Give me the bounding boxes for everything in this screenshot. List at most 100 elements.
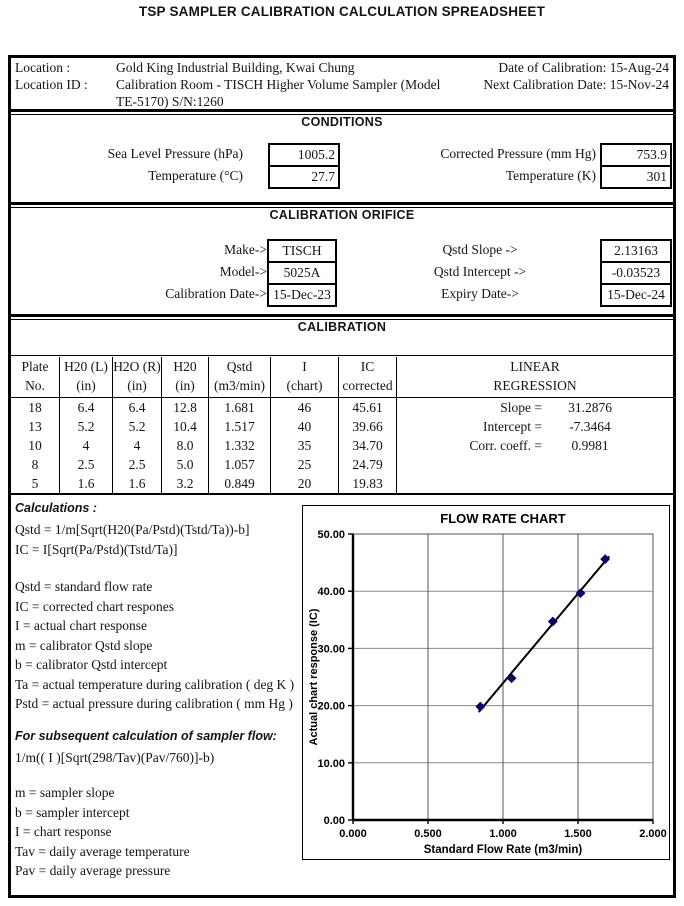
data-point bbox=[575, 588, 586, 599]
y-tick-label: 0.00 bbox=[324, 815, 345, 827]
table-cell: 12.8 bbox=[162, 398, 209, 417]
table-row: 18 6.4 6.4 12.8 1.681 46 45.61 Slope = 31.2876 bbox=[11, 398, 673, 417]
calibration-date-label: Date of Calibration: bbox=[498, 60, 607, 75]
table-header-cell: H20 (L) (in) bbox=[60, 357, 113, 397]
header-line-2: (chart) bbox=[286, 378, 323, 393]
y-tick-label: 10.00 bbox=[317, 758, 345, 770]
table-cell: 6.4 bbox=[113, 398, 162, 417]
table-cell: 19.83 bbox=[339, 474, 397, 493]
header-line-1: LINEAR bbox=[510, 359, 560, 374]
header-line-2: (in) bbox=[127, 378, 147, 393]
regression-entry: Slope = 31.2876 bbox=[397, 398, 673, 417]
spacer bbox=[15, 714, 307, 726]
corrected-pressure-value: 753.9 bbox=[600, 143, 672, 167]
regression-cell bbox=[397, 474, 673, 493]
header-line-1: H20 (L) bbox=[64, 359, 108, 374]
regression-cell: Slope = 31.2876 bbox=[397, 398, 673, 417]
table-cell: 45.61 bbox=[339, 398, 397, 417]
y-tick-label: 20.00 bbox=[317, 701, 345, 713]
table-header-cell: Plate No. bbox=[11, 357, 60, 397]
table-row: 10 4 4 8.0 1.332 35 34.70 Corr. coeff. = 0.9981 bbox=[11, 436, 673, 455]
regression-label: Intercept = bbox=[483, 419, 542, 434]
make-label: Make-> bbox=[224, 242, 267, 257]
regression-cell: Corr. coeff. = 0.9981 bbox=[397, 436, 673, 455]
header-line-2: (in) bbox=[175, 378, 195, 393]
data-point bbox=[600, 554, 611, 565]
table-cell: 3.2 bbox=[162, 474, 209, 493]
chart-title: FLOW RATE CHART bbox=[440, 511, 565, 526]
regression-header-cell: LINEAR REGRESSION bbox=[397, 357, 673, 397]
section-divider bbox=[11, 314, 673, 320]
table-cell: 2.5 bbox=[60, 455, 113, 474]
header-line-2: (in) bbox=[76, 378, 96, 393]
calc-heading-1: Calculations : bbox=[15, 501, 97, 515]
table-cell: 20 bbox=[271, 474, 339, 493]
table-cell: 46 bbox=[271, 398, 339, 417]
regression-cell bbox=[397, 455, 673, 474]
location-row-2: Location ID : Calibration Room - TISCH H… bbox=[15, 76, 669, 93]
x-tick-label: 2.000 bbox=[639, 828, 667, 840]
next-calibration-date: Next Calibration Date: 15-Nov-24 bbox=[483, 76, 669, 93]
document-frame: Location : Gold King Industrial Building… bbox=[8, 55, 676, 898]
section-divider bbox=[11, 109, 673, 115]
header-line-2: (m3/min) bbox=[214, 378, 265, 393]
spacer bbox=[15, 93, 116, 110]
regression-label: Corr. coeff. = bbox=[469, 438, 542, 453]
table-cell: 4 bbox=[60, 436, 113, 455]
table-cell: 5.2 bbox=[60, 417, 113, 436]
table-cell: 18 bbox=[11, 398, 60, 417]
next-calibration-date-value: 15-Nov-24 bbox=[609, 77, 669, 92]
conditions-header: CONDITIONS bbox=[301, 115, 383, 129]
location-id-value: Calibration Room - TISCH Higher Volume S… bbox=[116, 77, 441, 92]
calibration-orifice-header: CALIBRATION ORIFICE bbox=[269, 208, 415, 222]
conditions-right-fields: Corrected Pressure (mm Hg) Temperature (… bbox=[364, 143, 672, 189]
qstd-slope-value: 2.13163 bbox=[600, 239, 672, 263]
x-axis-title: Standard Flow Rate (m3/min) bbox=[424, 844, 583, 856]
table-cell: 13 bbox=[11, 417, 60, 436]
calc-line: Tav = daily average temperature bbox=[15, 843, 190, 859]
temperature-c-value: 27.7 bbox=[268, 165, 340, 189]
table-cell: 1.517 bbox=[209, 417, 271, 436]
regression-cell: Intercept = -7.3464 bbox=[397, 417, 673, 436]
table-header-cell: IC corrected bbox=[339, 357, 397, 397]
table-cell: 35 bbox=[271, 436, 339, 455]
qstd-intercept-value: -0.03523 bbox=[600, 261, 672, 285]
section-divider bbox=[11, 202, 673, 208]
table-cell: 10.4 bbox=[162, 417, 209, 436]
table-cell: 34.70 bbox=[339, 436, 397, 455]
calibration-date-field-value: 15-Dec-23 bbox=[267, 283, 337, 307]
calc-line: m = calibrator Qstd slope bbox=[15, 637, 153, 653]
table-header-cell: H20 (in) bbox=[162, 357, 209, 397]
qstd-intercept-label: Qstd Intercept -> bbox=[433, 264, 527, 279]
regression-entry: Intercept = -7.3464 bbox=[397, 417, 673, 436]
x-tick-label: 1.500 bbox=[564, 828, 592, 840]
regression-value: -7.3464 bbox=[569, 419, 611, 434]
table-cell: 4 bbox=[113, 436, 162, 455]
temperature-k-label: Temperature (K) bbox=[505, 168, 596, 183]
data-point bbox=[506, 673, 517, 684]
calibration-date: Date of Calibration: 15-Aug-24 bbox=[498, 59, 669, 76]
header-line-1: H2O (R) bbox=[113, 359, 161, 374]
table-cell: 8 bbox=[11, 455, 60, 474]
header-line-2: No. bbox=[25, 378, 45, 393]
table-header-cell: Qstd (m3/min) bbox=[209, 357, 271, 397]
conditions-left-fields: Sea Level Pressure (hPa) Temperature (°C… bbox=[11, 143, 340, 189]
location-row-3: TE-5170) S/N:1260 bbox=[15, 93, 669, 110]
y-tick-label: 30.00 bbox=[317, 643, 345, 655]
chart-box: FLOW RATE CHART 0.000 0.500 1.000 1.500 2.000… bbox=[302, 505, 670, 860]
table-header-cell: I (chart) bbox=[271, 357, 339, 397]
table-cell: 39.66 bbox=[339, 417, 397, 436]
calc-line: Pav = daily average pressure bbox=[15, 863, 171, 878]
table-cell: 25 bbox=[271, 455, 339, 474]
sea-level-pressure-label: Sea Level Pressure (hPa) bbox=[107, 146, 243, 161]
spacer bbox=[15, 559, 307, 577]
calc-line: Qstd = standard flow rate bbox=[15, 579, 153, 594]
expiry-date-label: Expiry Date-> bbox=[441, 286, 519, 301]
table-cell: 40 bbox=[271, 417, 339, 436]
location-value: Gold King Industrial Building, Kwai Chun… bbox=[116, 60, 355, 75]
calibration-date-field-label: Calibration Date-> bbox=[165, 286, 267, 301]
table-cell: 1.681 bbox=[209, 398, 271, 417]
data-point bbox=[547, 616, 558, 627]
table-row: 13 5.2 5.2 10.4 1.517 40 39.66 Intercept = -7.34… bbox=[11, 417, 673, 436]
calibration-date-value: 15-Aug-24 bbox=[609, 60, 669, 75]
